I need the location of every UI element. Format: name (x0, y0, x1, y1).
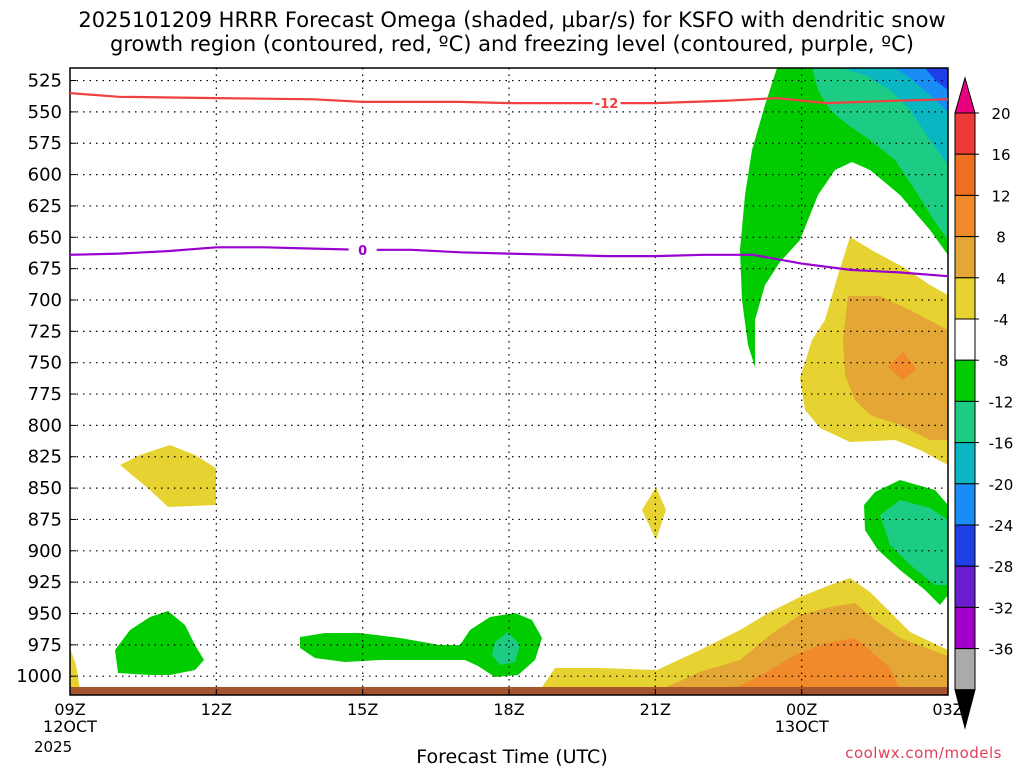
y-tick-label: 675 (28, 259, 62, 280)
colorbar-bottom-arrow (954, 689, 976, 730)
colorbar-segment (954, 483, 976, 526)
y-tick-label: 600 (28, 165, 62, 186)
dendritic-snow-growth-label-bg (592, 95, 621, 112)
omega-region-sinking-strong (685, 638, 900, 690)
colorbar-label: -20 (989, 476, 1014, 494)
y-tick-label: 775 (28, 384, 62, 405)
y-axis: 525 550 575 600 625 650 675 700 725 750 775 800 825 8… (16, 71, 76, 687)
x-tick-label: 21Z (640, 700, 671, 719)
x-axis-year-label: 2025 (34, 738, 73, 756)
y-tick-label: 825 (28, 447, 62, 468)
y-tick-label: 650 (28, 227, 62, 248)
omega-region-upward-moderate (492, 632, 520, 665)
colorbar-label: -8 (994, 352, 1009, 370)
colorbar-label: 20 (991, 105, 1010, 123)
grid-lines (70, 68, 948, 695)
colorbar-label: 12 (991, 187, 1010, 205)
y-tick-label: 750 (28, 353, 62, 374)
y-tick-label: 950 (28, 603, 62, 624)
y-tick-label: 575 (28, 133, 62, 154)
omega-region-sinking-moderate (900, 670, 948, 690)
colorbar-segment (954, 606, 976, 650)
omega-region-sinking-strong (888, 352, 916, 380)
colorbar-label: -16 (989, 435, 1014, 453)
contour-lines: -12 0 (69, 92, 949, 278)
x-tick-label: 15Z (347, 700, 378, 719)
colorbar-label: -36 (989, 641, 1014, 659)
y-tick-label: 975 (28, 635, 62, 656)
colorbar-label: -12 (989, 393, 1014, 411)
omega-region-sinking-weak (70, 648, 80, 690)
chart-title: 2025101209 HRRR Forecast Omega (shaded, … (0, 8, 1024, 56)
colorbar-segment (954, 648, 976, 691)
omega-region-upward-weak (115, 611, 204, 675)
colorbar-segment (954, 524, 976, 567)
x-tick-label: 03Z (932, 700, 963, 719)
y-tick-label: 700 (28, 290, 62, 311)
colorbar-segment (954, 236, 976, 279)
colorbar-segment (954, 442, 976, 485)
y-tick-label: 625 (28, 196, 62, 217)
colorbar-segment (954, 359, 976, 402)
y-tick-label: 850 (28, 478, 62, 499)
x-tick-date-label: 13OCT (775, 717, 829, 736)
colorbar-label: 8 (996, 229, 1006, 247)
y-tick-label: 1000 (16, 666, 62, 687)
x-tick-label: 18Z (493, 700, 524, 719)
x-tick-date-label: 12OCT (43, 717, 97, 736)
y-tick-label: 900 (28, 541, 62, 562)
omega-region-sinking-weak (642, 487, 666, 540)
y-tick-label: 800 (28, 415, 62, 436)
dendritic-snow-growth-label: -12 (595, 97, 619, 112)
colorbar-segment (954, 194, 976, 238)
freezing-level-label-bg (348, 241, 377, 258)
colorbar-segment (954, 318, 976, 361)
source-credit[interactable]: coolwx.com/models (845, 744, 1002, 762)
colorbar-label: -4 (994, 311, 1009, 329)
x-tick-label: 00Z (786, 700, 817, 719)
colorbar-label: 16 (991, 146, 1010, 164)
colorbar-segment (954, 112, 976, 155)
colorbar-segment (954, 565, 976, 608)
y-tick-label: 925 (28, 572, 62, 593)
colorbar-top-arrow (954, 76, 976, 114)
x-tick-label: 12Z (201, 700, 232, 719)
freezing-level-contour (69, 246, 949, 278)
colorbar-label: 4 (996, 270, 1006, 288)
y-tick-label: 875 (28, 509, 62, 530)
omega-colorbar: 20 16 12 8 4 -4 -8 -12 -16 -20 -24 -28 -32 -36 (954, 76, 1014, 730)
omega-region-upward-strongest (925, 68, 948, 90)
colorbar-segment (954, 153, 976, 196)
omega-region-sinking-weak (120, 445, 216, 507)
omega-region-upward-strong (840, 68, 948, 165)
x-axis-title: Forecast Time (UTC) (416, 746, 608, 768)
y-tick-label: 525 (28, 71, 62, 92)
colorbar-label: -24 (989, 517, 1014, 535)
colorbar-label: -28 (989, 558, 1014, 576)
colorbar-label: -32 (989, 599, 1014, 617)
colorbar-segment (954, 400, 976, 444)
y-tick-label: 550 (28, 102, 62, 123)
x-tick-label: 09Z (54, 700, 85, 719)
freezing-level-label: 0 (358, 244, 367, 259)
y-tick-label: 725 (28, 321, 62, 342)
omega-region-upward-moderate (880, 500, 948, 585)
dendritic-snow-growth-contour (69, 92, 949, 105)
chart-title-line2: growth region (contoured, red, ºC) and f… (110, 32, 914, 56)
chart-title-line1: 2025101209 HRRR Forecast Omega (shaded, … (78, 8, 946, 32)
colorbar-segment (954, 277, 976, 320)
